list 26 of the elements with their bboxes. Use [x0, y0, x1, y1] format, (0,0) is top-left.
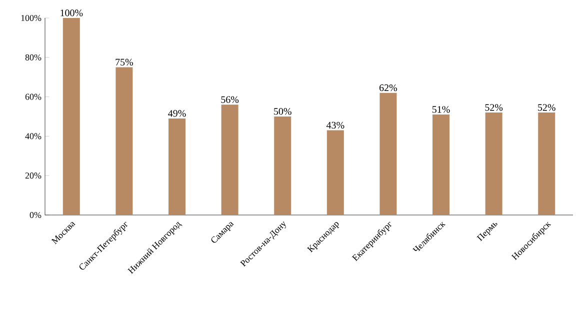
bar [485, 112, 502, 215]
bar [274, 116, 292, 215]
y-tick-label: 80% [25, 54, 42, 60]
bar [538, 112, 556, 215]
data-label: 51% [432, 106, 450, 113]
bar [116, 67, 133, 215]
data-label: 43% [326, 122, 344, 129]
y-tick-label: 0% [30, 212, 42, 218]
bar [221, 104, 238, 215]
data-label: 62% [380, 84, 398, 92]
y-tick-label: 20% [25, 172, 42, 179]
bar [432, 114, 450, 215]
bar [168, 118, 186, 215]
bar [380, 92, 397, 215]
data-label: 100% [60, 10, 83, 16]
data-label: 75% [116, 58, 133, 66]
y-tick-label: 100% [21, 14, 42, 22]
bar [326, 130, 344, 215]
y-tick-label: 60% [25, 94, 42, 100]
y-tick-label: 40% [25, 133, 42, 140]
data-label: 52% [485, 104, 503, 111]
data-label: 49% [168, 110, 186, 117]
data-label: 56% [221, 96, 239, 103]
bar [62, 18, 80, 215]
data-label: 50% [274, 108, 292, 115]
data-label: 52% [538, 104, 556, 111]
